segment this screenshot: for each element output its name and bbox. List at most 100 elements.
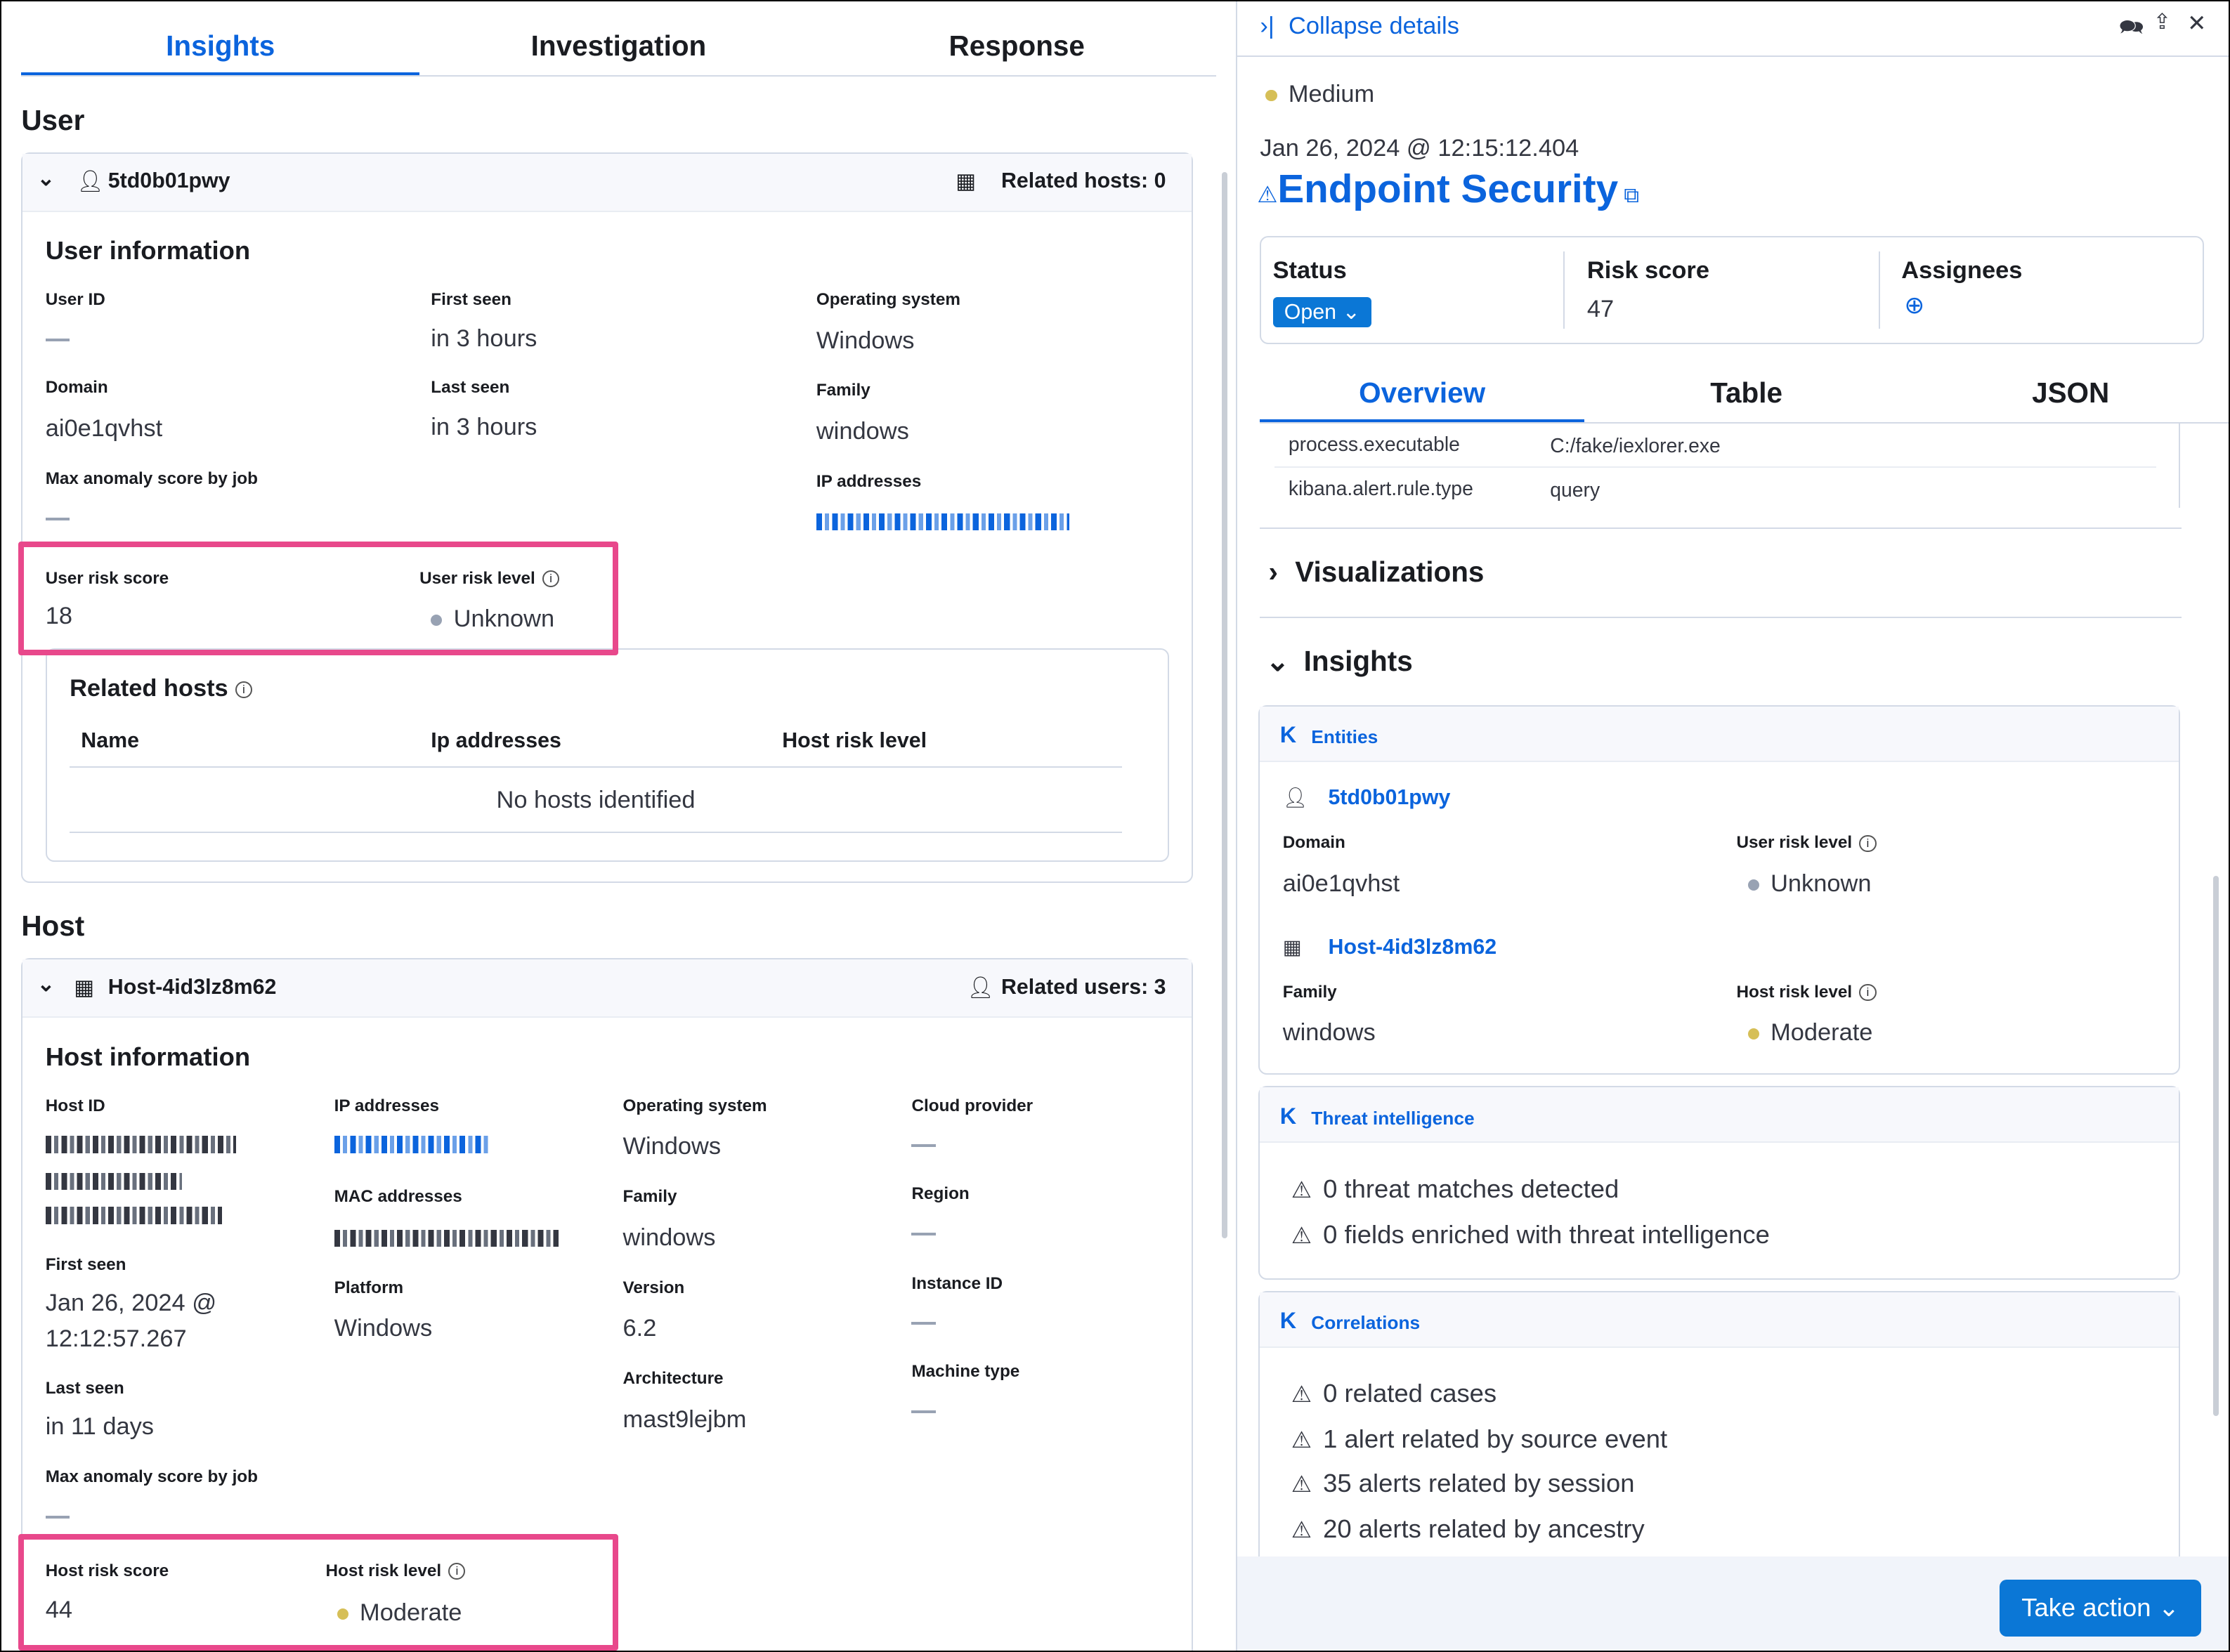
- collapse-details-button[interactable]: ›| Collapse details: [1260, 13, 1459, 40]
- label: Last seen: [45, 1379, 124, 1398]
- tab-overview[interactable]: Overview: [1260, 368, 1584, 423]
- redacted-ip-link[interactable]: [816, 513, 1070, 530]
- host-risk-level: Moderate: [337, 1599, 462, 1627]
- tab-table[interactable]: Table: [1710, 376, 1782, 409]
- status-dropdown[interactable]: Open ⌄: [1272, 297, 1372, 328]
- warning-icon: ⚠: [1291, 1176, 1312, 1202]
- table-header: Name Ip addresses Host risk level: [70, 729, 1122, 768]
- tab-json[interactable]: JSON: [2032, 376, 2110, 409]
- info-icon[interactable]: i: [542, 570, 560, 588]
- column-header[interactable]: Host risk level: [782, 729, 927, 753]
- column-header[interactable]: Ip addresses: [431, 729, 561, 753]
- visualizations-section-toggle[interactable]: › Visualizations: [1268, 556, 1485, 589]
- host-risk-level: Moderate: [1747, 1019, 1872, 1047]
- user-info-title: User information: [45, 235, 251, 265]
- info-icon[interactable]: i: [235, 681, 253, 699]
- field-name: process.executable: [1288, 433, 1460, 457]
- user-icon: 👤︎: [77, 169, 104, 193]
- value: Windows: [816, 327, 915, 354]
- correlation-item: ⚠ 1 alert related by source event: [1291, 1424, 1668, 1454]
- warning-icon: ⚠: [1257, 181, 1278, 207]
- value: ai0e1qvhst: [45, 415, 163, 442]
- label: First seen: [431, 289, 511, 309]
- share-icon[interactable]: ⇪: [2153, 11, 2172, 34]
- tab-response[interactable]: Response: [948, 29, 1085, 63]
- entity-details-panel: Insights Investigation Response User ⌄ 👤…: [1, 1, 1233, 1651]
- value: windows: [816, 418, 909, 445]
- user-section-title: User: [21, 103, 85, 136]
- label: Host risk level i: [325, 1561, 466, 1581]
- take-action-button[interactable]: Take action ⌄: [1999, 1579, 2202, 1637]
- host-section-title: Host: [21, 910, 85, 943]
- label: Operating system: [622, 1096, 767, 1115]
- host-risk-score: 44: [45, 1597, 72, 1624]
- host-entity-link[interactable]: Host-4id3lz8m62: [1328, 935, 1497, 959]
- rule-name-link[interactable]: ⚠Endpoint Security ⧉: [1257, 166, 1639, 211]
- chevron-down-icon[interactable]: ⌄: [37, 166, 56, 190]
- alert-flyout: ›| Collapse details 🗪︎ ⇪ ✕ Medium Jan 26,…: [1236, 1, 2229, 1651]
- close-icon[interactable]: ✕: [2187, 11, 2207, 37]
- host-icon: ▦: [74, 976, 94, 999]
- redacted-ip-link[interactable]: [334, 1136, 491, 1153]
- label: Architecture: [622, 1369, 724, 1389]
- tab-bar: Insights Investigation Response: [21, 21, 1216, 77]
- label: Region: [911, 1184, 970, 1204]
- scrollbar[interactable]: [2212, 875, 2219, 1417]
- tab-investigation[interactable]: Investigation: [530, 29, 707, 63]
- label: Family: [1282, 982, 1337, 1002]
- label: Version: [622, 1278, 685, 1297]
- column-header[interactable]: Name: [81, 729, 139, 753]
- severity: Medium: [1265, 81, 1374, 108]
- info-icon[interactable]: i: [1859, 834, 1877, 852]
- host-panel-header[interactable]: ⌄ ▦ Host-4id3lz8m62 👤︎ Related users: 3: [22, 959, 1192, 1018]
- info-icon[interactable]: i: [1859, 984, 1877, 1002]
- warning-icon: ⚠: [1291, 1516, 1312, 1542]
- label: User risk level i: [1736, 833, 1877, 853]
- user-icon: 👤︎: [967, 976, 994, 999]
- value: in 3 hours: [431, 413, 537, 440]
- tab-insights[interactable]: Insights: [21, 21, 420, 76]
- alert-summary-box: Status Open ⌄ Risk score 47 Assignees ⊕: [1260, 235, 2205, 344]
- insights-section-toggle[interactable]: ⌄ Insights: [1265, 644, 1413, 677]
- warning-icon: ⚠: [1291, 1471, 1312, 1497]
- value: Jan 26, 2024 @: [45, 1289, 217, 1316]
- entities-header[interactable]: K Entities: [1260, 706, 2179, 762]
- label: Cloud provider: [911, 1096, 1034, 1115]
- empty-value: [45, 1515, 70, 1519]
- severity-dot: [1265, 90, 1277, 102]
- value: in 11 days: [45, 1413, 154, 1440]
- chat-icon[interactable]: 🗪︎: [2119, 16, 2144, 39]
- value: mast9lejbm: [622, 1405, 747, 1433]
- label: Assignees: [1901, 257, 2023, 284]
- chevron-down-icon[interactable]: ⌄: [37, 973, 56, 997]
- host-icon: ▦: [1282, 936, 1302, 959]
- related-hosts-count: Related hosts: 0: [1000, 169, 1166, 192]
- label: Domain: [45, 378, 108, 398]
- warning-icon: ⚠: [1291, 1222, 1312, 1248]
- value: windows: [622, 1224, 716, 1251]
- info-icon[interactable]: i: [448, 1562, 466, 1580]
- threat-item: ⚠ 0 threat matches detected: [1291, 1174, 1619, 1203]
- label: Family: [622, 1187, 677, 1207]
- empty-value: [45, 338, 70, 341]
- redacted-value: [45, 1136, 236, 1153]
- label: Max anomaly score by job: [45, 1467, 258, 1486]
- value: windows: [1282, 1019, 1376, 1047]
- correlations-card: K Correlations ⚠ 0 related cases ⚠ 1 alert …: [1258, 1290, 2181, 1578]
- user-risk-score: 18: [45, 603, 72, 630]
- label: Risk score: [1586, 257, 1709, 284]
- add-assignee-icon[interactable]: ⊕: [1904, 291, 1925, 319]
- user-entity-link[interactable]: 5td0b01pwy: [1328, 786, 1451, 810]
- correlations-header[interactable]: K Correlations: [1260, 1292, 2179, 1348]
- related-users-count: Related users: 3: [1000, 975, 1166, 999]
- flyout-header: ›| Collapse details 🗪︎ ⇪ ✕: [1237, 1, 2229, 57]
- user-panel-header[interactable]: ⌄ 👤︎ 5td0b01pwy ▦ Related hosts: 0: [22, 153, 1192, 212]
- scrollbar[interactable]: [1221, 171, 1227, 1239]
- correlation-item: ⚠ 0 related cases: [1291, 1379, 1497, 1408]
- expand-icon: K: [1279, 1103, 1297, 1129]
- label: Family: [816, 381, 871, 400]
- value: ai0e1qvhst: [1282, 870, 1400, 897]
- threat-intel-header[interactable]: K Threat intelligence: [1260, 1087, 2179, 1143]
- value: in 3 hours: [431, 325, 537, 353]
- label: User risk score: [45, 568, 169, 588]
